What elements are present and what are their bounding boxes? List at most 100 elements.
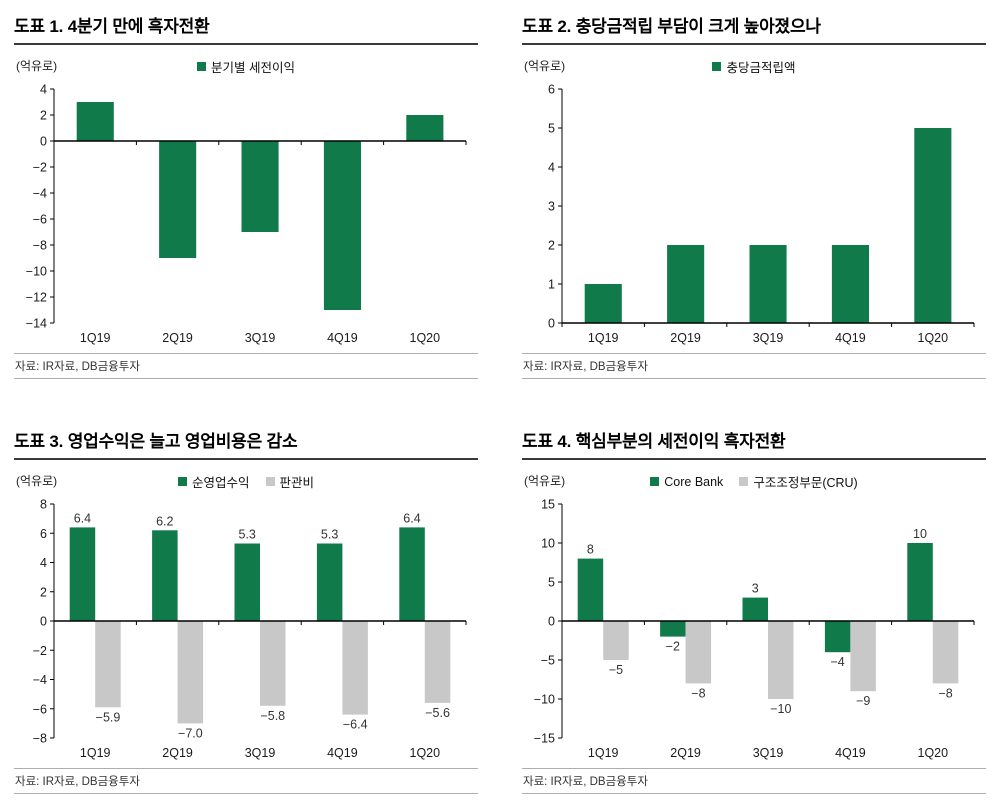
legend-label: 구조조정부문(CRU) [753, 476, 858, 490]
svg-text:−5: −5 [609, 663, 623, 677]
chart-header: (억유로) 분기별 세전이익 [14, 55, 478, 75]
legend-item: 분기별 세전이익 [197, 57, 295, 76]
bar-chart: −8 −6 −4 −2 0 2 4 6 8 6.4 6.2 5.3 5.3 6.4 −5.9 −7.0 −5.8… [14, 492, 476, 764]
svg-text:−5.6: −5.6 [425, 706, 450, 720]
bar-chart: 0 1 2 3 4 5 6 1Q19 2Q19 3Q19 4Q19 1Q20 [522, 77, 984, 349]
chart-panel-1: 도표 1. 4분기 만에 흑자전환 (억유로) 분기별 세전이익 −14 −12−… [14, 12, 478, 379]
legend-label: 충당금적립액 [726, 61, 796, 75]
svg-text:−7.0: −7.0 [178, 726, 203, 740]
chart-panel-3: 도표 3. 영업수익은 늘고 영업비용은 감소 (억유로) 순영업수익 판관비 −… [14, 427, 478, 794]
chart-legend: 분기별 세전이익 [14, 57, 478, 76]
svg-text:1Q19: 1Q19 [80, 331, 111, 345]
svg-text:−6: −6 [33, 702, 47, 716]
legend-item: 구조조정부문(CRU) [739, 472, 858, 491]
svg-text:0: 0 [40, 135, 47, 149]
svg-text:3: 3 [752, 582, 759, 596]
svg-text:6: 6 [40, 527, 47, 541]
svg-text:−5.8: −5.8 [260, 709, 285, 723]
svg-text:5.3: 5.3 [239, 528, 256, 542]
svg-text:2Q19: 2Q19 [670, 746, 701, 760]
svg-text:3: 3 [548, 200, 555, 214]
svg-text:−14: −14 [26, 317, 47, 331]
chart-title: 도표 2. 충당금적립 부담이 크게 높아졌으나 [522, 17, 821, 36]
svg-text:4: 4 [548, 161, 555, 175]
svg-text:4: 4 [40, 83, 47, 97]
svg-text:10: 10 [541, 537, 555, 551]
chart-header: (억유로) 충당금적립액 [522, 55, 986, 75]
chart-header: (억유로) Core Bank 구조조정부문(CRU) [522, 470, 986, 490]
svg-text:−6: −6 [33, 213, 47, 227]
source-row: 자료: IR자료, DB금융투자 [522, 768, 986, 794]
svg-text:6.2: 6.2 [156, 514, 173, 528]
chart-legend: 순영업수익 판관비 [14, 472, 478, 491]
svg-text:5: 5 [548, 576, 555, 590]
chart-legend: Core Bank 구조조정부문(CRU) [522, 472, 986, 491]
legend-swatch-icon [739, 477, 749, 486]
title-divider [522, 458, 986, 460]
chart-panel-2: 도표 2. 충당금적립 부담이 크게 높아졌으나 (억유로) 충당금적립액 0 1… [522, 12, 986, 379]
svg-text:1Q20: 1Q20 [918, 746, 949, 760]
svg-text:15: 15 [541, 498, 555, 512]
legend-item: Core Bank [650, 472, 723, 491]
svg-text:1Q20: 1Q20 [918, 331, 949, 345]
svg-text:4: 4 [40, 556, 47, 570]
source-text: 자료: IR자료, DB금융투자 [15, 776, 140, 788]
svg-text:1Q19: 1Q19 [588, 746, 619, 760]
chart-panel-4: 도표 4. 핵심부분의 세전이익 흑자전환 (억유로) Core Bank 구조조… [522, 427, 986, 794]
chart-legend: 충당금적립액 [522, 57, 986, 76]
bar-chart-svg: −15 −10 −5 0 5 10 15 8 −2 3 −4 10 −5 −8 −10 −9 −8 1Q19 2Q1… [534, 498, 975, 760]
svg-text:4Q19: 4Q19 [327, 331, 358, 345]
source-text: 자료: IR자료, DB금융투자 [15, 361, 140, 373]
legend-swatch-icon [177, 477, 187, 486]
legend-label: Core Bank [664, 474, 724, 489]
svg-text:3Q19: 3Q19 [245, 331, 276, 345]
svg-text:−10: −10 [770, 702, 791, 716]
svg-text:2Q19: 2Q19 [162, 746, 193, 760]
title-divider [14, 43, 478, 45]
svg-text:−8: −8 [33, 732, 47, 746]
legend-swatch-icon [712, 62, 722, 71]
bar-chart: −14 −12 −10 −8 −6 −4 −2 0 2 4 1Q19 2Q19 3Q19 4Q19 1Q20 [14, 77, 476, 349]
svg-text:−2: −2 [33, 161, 47, 175]
svg-text:0: 0 [548, 615, 555, 629]
axis-unit-label: (억유로) [524, 59, 566, 73]
svg-text:1Q20: 1Q20 [410, 746, 441, 760]
svg-text:8: 8 [40, 498, 47, 512]
svg-text:2: 2 [40, 109, 47, 123]
title-divider [14, 458, 478, 460]
svg-text:0: 0 [40, 615, 47, 629]
svg-text:−9: −9 [856, 694, 870, 708]
svg-text:−4: −4 [830, 655, 844, 669]
svg-text:3Q19: 3Q19 [753, 746, 784, 760]
svg-text:4Q19: 4Q19 [327, 746, 358, 760]
svg-text:1Q19: 1Q19 [588, 331, 619, 345]
legend-swatch-icon [265, 477, 275, 486]
bar-chart-svg: −14 −12 −10 −8 −6 −4 −2 0 2 4 1Q19 2Q19 3Q19 4Q19 1Q20 [26, 83, 467, 345]
svg-text:6.4: 6.4 [403, 511, 420, 525]
svg-text:4Q19: 4Q19 [835, 331, 866, 345]
svg-text:−4: −4 [33, 673, 47, 687]
svg-text:2: 2 [40, 585, 47, 599]
legend-label: 순영업수익 [191, 476, 250, 490]
legend-item: 충당금적립액 [712, 57, 796, 76]
chart-header: (억유로) 순영업수익 판관비 [14, 470, 478, 490]
svg-text:−10: −10 [534, 693, 555, 707]
svg-text:3Q19: 3Q19 [245, 746, 276, 760]
svg-text:−12: −12 [26, 291, 47, 305]
svg-text:2Q19: 2Q19 [162, 331, 193, 345]
svg-text:−6.4: −6.4 [343, 718, 368, 732]
chart-title: 도표 4. 핵심부분의 세전이익 흑자전환 [522, 432, 786, 451]
axis-unit-label: (억유로) [524, 474, 566, 488]
legend-item: 순영업수익 [177, 472, 250, 491]
svg-text:−10: −10 [26, 265, 47, 279]
source-row: 자료: IR자료, DB금융투자 [522, 353, 986, 379]
axis-unit-label: (억유로) [16, 474, 58, 488]
svg-text:5: 5 [548, 122, 555, 136]
svg-text:−2: −2 [33, 644, 47, 658]
legend-swatch-icon [197, 62, 206, 71]
bar-chart: −15 −10 −5 0 5 10 15 8 −2 3 −4 10 −5 −8 −10 −9 −8 1Q19 2Q1… [522, 492, 984, 764]
svg-text:−8: −8 [691, 686, 705, 700]
svg-text:10: 10 [913, 527, 927, 541]
svg-text:−5: −5 [541, 654, 555, 668]
legend-item: 판관비 [265, 472, 314, 491]
